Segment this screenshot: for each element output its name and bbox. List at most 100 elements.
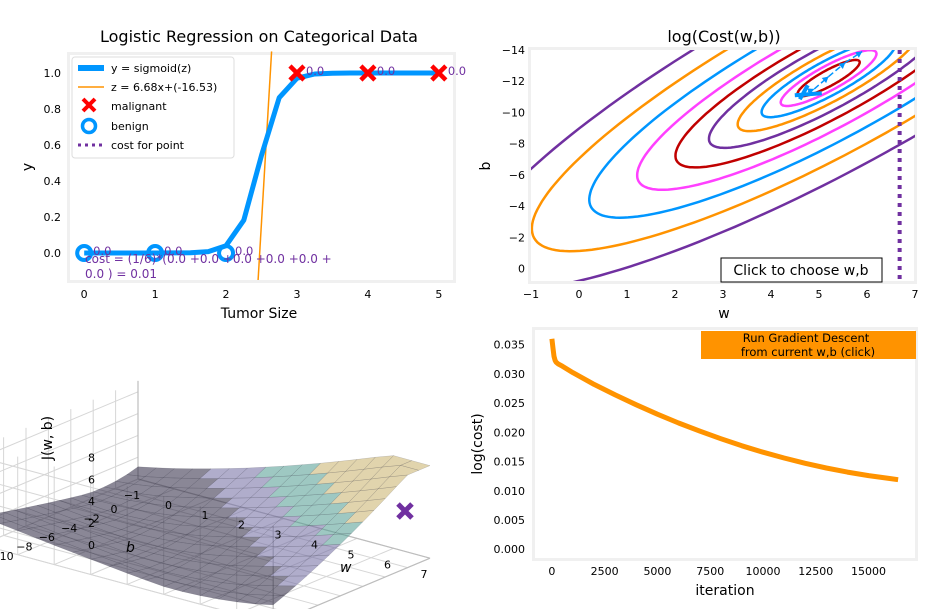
- surface-patch: [329, 490, 361, 505]
- surface-patch: [84, 513, 116, 524]
- p1-x-tick-label: 4: [364, 288, 371, 301]
- surface-patch: [381, 455, 413, 468]
- p2-x-tick-label: 3: [720, 288, 727, 301]
- surface-patch: [21, 516, 53, 527]
- surface-patch: [145, 538, 177, 549]
- run-gd-label-line1: Run Gradient Descent: [743, 331, 870, 345]
- surface-patch: [141, 553, 173, 564]
- p4-x-ticks: 0 2500 5000 7500 10000 12500 15000: [548, 565, 886, 578]
- surface-patch: [197, 516, 229, 528]
- p3-w-tick-label: 7: [421, 568, 428, 581]
- p4-y-tick-label: 0.025: [494, 397, 526, 410]
- run-gradient-descent-button[interactable]: Run Gradient Descent from current w,b (c…: [701, 331, 916, 359]
- run-gd-label-line2: from current w,b (click): [741, 345, 875, 359]
- p1-ylabel: y: [20, 163, 36, 171]
- p3-w-tick-label: 5: [348, 548, 355, 561]
- p3-w-tick-label: 1: [202, 509, 209, 522]
- surface-patch: [233, 565, 264, 576]
- cost-history-line: [549, 338, 899, 483]
- grid-line: [0, 413, 139, 473]
- cost-history-panel: iteration log(cost) 0 2500 5000 7500 10000 12…: [470, 327, 918, 599]
- p1-y-tick-label: 1.0: [44, 67, 62, 80]
- surface-patch: [162, 468, 194, 479]
- legend-sigmoid-label: y = sigmoid(z): [111, 62, 191, 75]
- p1-legend: y = sigmoid(z) z = 6.68x+(-16.53) malign…: [71, 56, 235, 159]
- p4-frame: [532, 327, 918, 561]
- p4-y-tick-label: 0.035: [494, 339, 526, 352]
- p2-x-tick-label: 6: [864, 288, 871, 301]
- p3-z-tick-label: 2: [88, 517, 95, 530]
- gd-arrow-head: [838, 62, 846, 70]
- choose-wb-button[interactable]: Click to choose w,b: [720, 257, 883, 283]
- surface-patch: [13, 507, 46, 518]
- p4-y-tick-label: 0.020: [494, 426, 526, 439]
- surface-patch: [75, 537, 107, 548]
- surface-patch: [164, 541, 196, 552]
- p2-xlabel: w: [718, 306, 729, 322]
- p4-x-tick-label: 7500: [696, 565, 724, 578]
- surface-current-point-marker: [396, 502, 414, 520]
- surface-patch: [131, 519, 163, 530]
- logistic-regression-panel: Logistic Regression on Categorical Data …: [20, 27, 466, 322]
- grid-line: [0, 434, 139, 494]
- surface-patch: [161, 515, 193, 526]
- p1-x-tick-label: 3: [293, 288, 300, 301]
- p4-ylabel: log(cost): [470, 413, 486, 474]
- gd-arrow-head: [821, 76, 829, 84]
- p1-plot-area: 0.0 0.0 0.0 0.0 0.0 0.0: [75, 51, 466, 281]
- p2-x-tick-label: 7: [912, 288, 919, 301]
- surface-patch: [160, 557, 192, 568]
- surface-patch: [343, 509, 375, 524]
- p2-x-tick-label: −1: [523, 288, 539, 301]
- p4-plot-area: [549, 338, 899, 483]
- p2-frame: [528, 47, 917, 284]
- surface-patch: [321, 532, 353, 546]
- p1-x-ticks: 0 1 2 3 4 5: [81, 288, 443, 301]
- p2-y-tick-label: −6: [509, 169, 525, 182]
- p2-x-tick-label: 0: [576, 288, 583, 301]
- p2-x-tick-label: 2: [672, 288, 679, 301]
- surface-patch: [185, 570, 217, 581]
- surface-patch: [221, 574, 253, 585]
- p1-y-tick-label: 0.0: [44, 247, 62, 260]
- p1-x-tick-label: 1: [152, 288, 159, 301]
- p4-y-tick-label: 0.005: [494, 514, 526, 527]
- surface-patch: [121, 483, 153, 495]
- surface-patch: [217, 467, 249, 479]
- p2-x-tick-label: 5: [816, 288, 823, 301]
- p1-y-tick-label: 0.8: [44, 103, 62, 116]
- choose-wb-label: Click to choose w,b: [733, 263, 868, 279]
- p2-x-tick-label: 4: [768, 288, 775, 301]
- surface-patch: [196, 563, 228, 574]
- point-cost-label: 0.0: [235, 244, 253, 258]
- gradient-descent-path: [794, 50, 863, 101]
- benign-point: [217, 244, 236, 262]
- surface-patch: [162, 581, 194, 592]
- p2-y-tick-label: −14: [502, 44, 525, 57]
- p2-ylabel: b: [478, 161, 494, 170]
- gd-arrow-head: [855, 51, 863, 58]
- p3-w-tick-label: 2: [238, 519, 245, 532]
- surface-patch: [155, 572, 187, 583]
- surface-patch: [81, 491, 113, 502]
- point-cost-label: 0.0: [164, 244, 182, 258]
- surface-patch: [134, 543, 166, 554]
- p3-w-tick-label: 3: [275, 529, 282, 542]
- p4-x-tick-label: 15000: [851, 565, 886, 578]
- point-cost-label: 0.0: [377, 64, 395, 78]
- contour-line: [760, 50, 895, 119]
- surface-patch: [212, 536, 243, 547]
- benign-point: [75, 244, 94, 262]
- surface-patch: [68, 528, 100, 539]
- p3-z-tick-label: 4: [88, 495, 95, 508]
- p4-xlabel: iteration: [695, 583, 754, 599]
- legend-box: [71, 56, 235, 159]
- cost-contour-panel[interactable]: log(Cost(w,b)) w b −1 0 1 2 3 4 5 6 7 0−2−4−6−8−…: [465, 0, 946, 322]
- p3-z-tick-label: 0: [88, 539, 95, 552]
- p4-y-tick-label: 0.015: [494, 456, 526, 469]
- point-cost-label: 0.0: [306, 64, 324, 78]
- surface-patch: [180, 468, 212, 479]
- malignant-point: [359, 64, 377, 82]
